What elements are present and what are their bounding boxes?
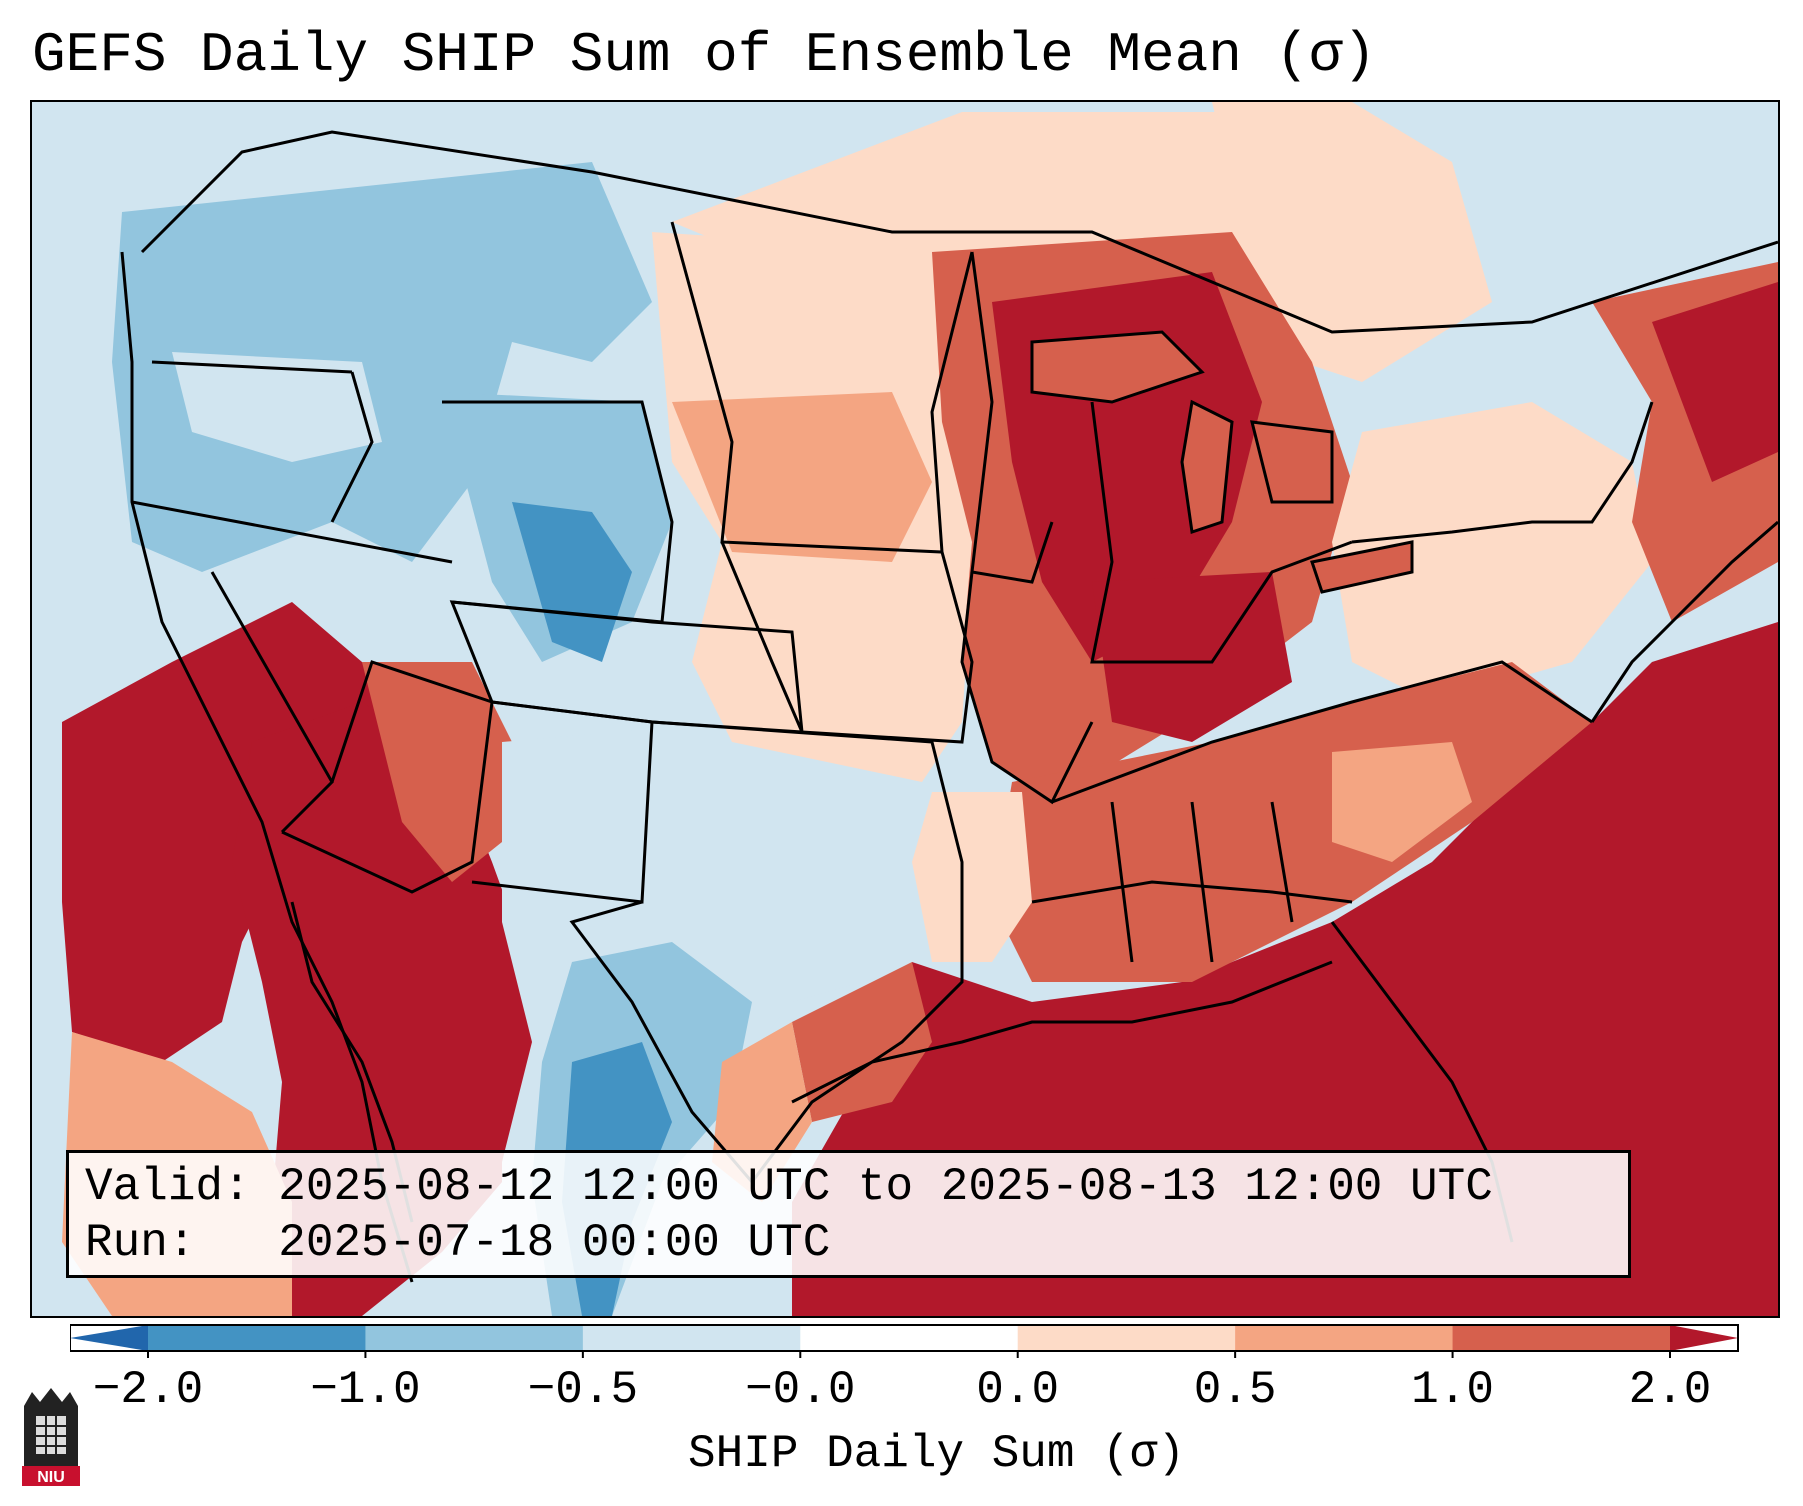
lake-michigan: [1180, 399, 1234, 534]
gulf-atlantic-dark-red: [792, 622, 1778, 1316]
lake-huron: [1250, 420, 1334, 504]
colorbar-extend-low: [70, 1325, 148, 1351]
state-borders: [120, 130, 1778, 1283]
arizona-outline: [281, 660, 494, 894]
colorbar-cell: [582, 1325, 801, 1351]
arkansas-light-red: [912, 792, 1032, 962]
colorbar: [70, 1324, 1739, 1358]
map-title: GEFS Daily SHIP Sum of Ensemble Mean (σ): [32, 23, 1377, 87]
wa-or-border: [151, 360, 353, 374]
or-nv-border: [131, 500, 453, 564]
lake-superior: [1030, 330, 1205, 404]
northeast-lines: [1351, 401, 1654, 544]
missouri-outline: [960, 571, 1094, 805]
atlantic-coastline: [1590, 520, 1778, 723]
texas-coast-red: [792, 962, 932, 1122]
valid-time-line: Valid: 2025-08-12 12:00 UTC to 2025-08-1…: [85, 1161, 1493, 1213]
tennessee-nc-line: [1051, 660, 1593, 804]
wyoming-darker-blue: [512, 502, 632, 662]
colorbar-cell: [1452, 1325, 1671, 1351]
map-panel: [30, 100, 1780, 1318]
southeast-red: [992, 662, 1592, 982]
us-canada-border: [140, 130, 1778, 334]
gulf-states-line: [1031, 880, 1353, 904]
colorbar-tick-label: 0.0: [976, 1364, 1060, 1416]
great-lakes: [1030, 330, 1414, 594]
colorbar-tick-label: −0.0: [745, 1364, 856, 1416]
colorbar-cells: [148, 1325, 1671, 1351]
colorbar-tick-label: −1.0: [310, 1364, 421, 1416]
new-mexico-outline: [471, 700, 654, 904]
carolinas-orange: [1332, 742, 1472, 862]
maine-dark-red: [1652, 282, 1778, 482]
id-or-border: [330, 371, 374, 523]
colorbar-cell: [365, 1325, 584, 1351]
niu-logo-text: NIU: [37, 1469, 65, 1486]
colorbar-outline: [70, 1324, 1739, 1352]
colorbar-tick-label: −0.5: [527, 1364, 639, 1416]
colorbar-tick-label: −2.0: [92, 1364, 204, 1416]
gulf-coastline: [791, 960, 1333, 1104]
texas-outline: [569, 720, 964, 1185]
northeast-light-red: [1332, 402, 1652, 702]
colorbar-cell: [1235, 1325, 1454, 1351]
se-state-lines: [1110, 801, 1294, 963]
colorbar-cell: [1017, 1325, 1236, 1351]
colorbar-ticks: [147, 1351, 1671, 1358]
dakotas-outline: [670, 221, 974, 554]
oregon-light-blue: [172, 352, 382, 462]
northwest-blue: [112, 162, 652, 572]
colorbar-cell: [148, 1325, 366, 1351]
valid-time-box: Valid: 2025-08-12 12:00 UTC to 2025-08-1…: [66, 1150, 1631, 1278]
great-lakes-states: [1090, 401, 1353, 664]
colorbar-cell: [800, 1325, 1019, 1351]
run-time-line: Run: 2025-07-18 00:00 UTC: [85, 1217, 831, 1269]
lake-erie: [1310, 540, 1414, 594]
anomaly-map: [32, 102, 1778, 1316]
niu-logo: NIU: [22, 1388, 80, 1486]
arizona-red: [362, 662, 512, 882]
colorbar-tick-label: 0.5: [1193, 1364, 1277, 1416]
california-offshore-red: [62, 602, 392, 1062]
nebraska-orange: [672, 392, 932, 562]
colorbar-tick-label: 2.0: [1628, 1364, 1712, 1416]
west-coastline: [120, 251, 414, 1283]
colorbar-tick-label: 1.0: [1411, 1364, 1494, 1416]
kansas-nebraska-outline: [720, 541, 974, 744]
colorbar-label: SHIP Daily Sum (σ): [688, 1428, 1185, 1480]
colorbar-extend-high: [1670, 1325, 1738, 1351]
